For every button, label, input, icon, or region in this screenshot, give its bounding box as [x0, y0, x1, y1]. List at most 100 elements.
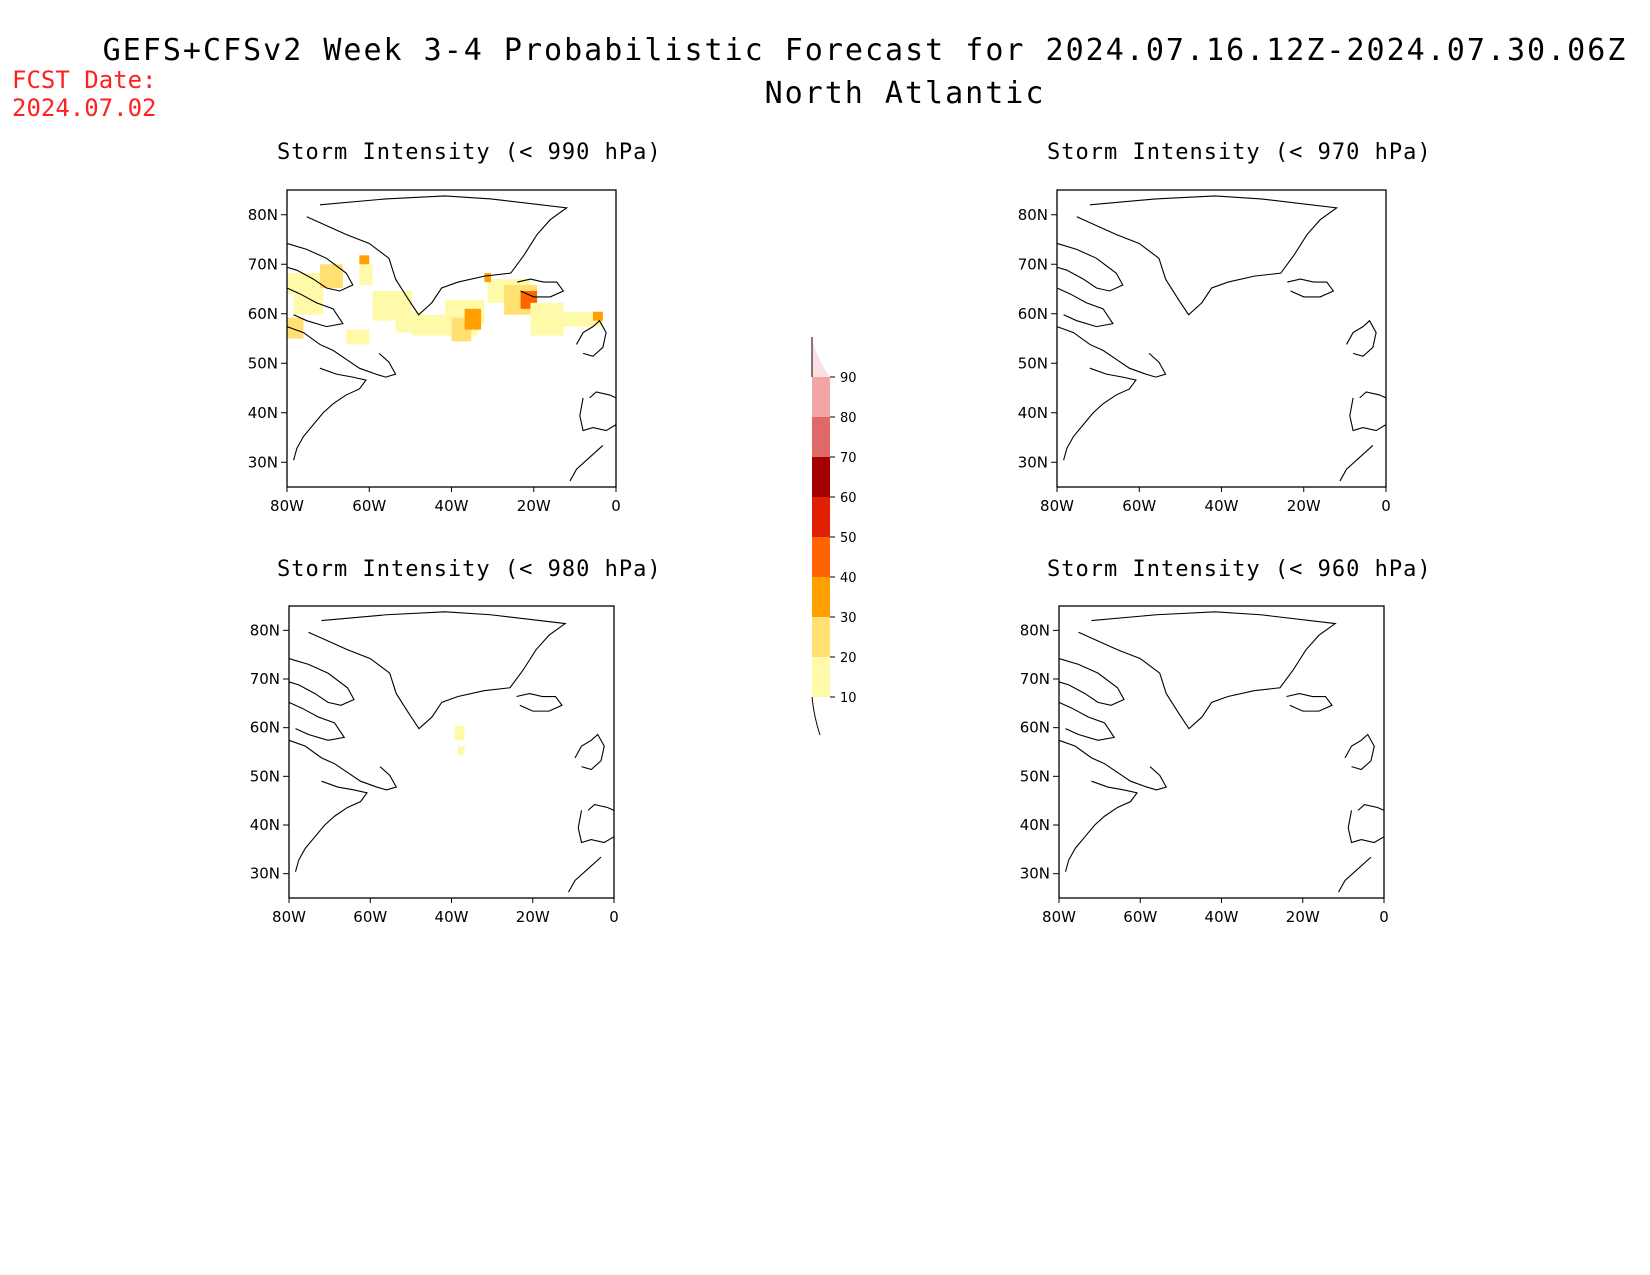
coastline: [1056, 287, 1114, 328]
coastline: [1076, 195, 1339, 316]
colorbar-segment: [812, 377, 830, 417]
lat-tick-label: 80N: [250, 621, 280, 639]
lat-tick-label: 60N: [250, 719, 280, 737]
coastline: [288, 701, 346, 741]
lat-tick-label: 70N: [1020, 670, 1050, 688]
coastline: [589, 391, 617, 399]
colorbar-cap-bottom: [811, 696, 821, 736]
lon-tick-label: 20W: [1287, 497, 1321, 515]
colorbar-segment: [812, 657, 830, 697]
coastline: [1056, 242, 1124, 292]
colorbar-label: 70: [840, 451, 857, 466]
lon-tick-label: 80W: [270, 497, 304, 515]
lon-tick-label: 60W: [1122, 497, 1156, 515]
coastline: [516, 693, 563, 712]
lon-tick-label: 40W: [435, 908, 469, 926]
coastline: [1058, 739, 1168, 791]
probability-cell: [359, 255, 370, 265]
lat-tick-label: 70N: [248, 255, 278, 273]
coastline: [577, 810, 615, 844]
probability-cell: [287, 317, 304, 339]
coastline: [1338, 856, 1372, 893]
lon-tick-label: 80W: [1040, 497, 1074, 515]
coastline: [286, 326, 397, 378]
coastline: [1058, 701, 1116, 741]
coastline: [1359, 391, 1387, 399]
fcst-date-label: FCST Date:: [12, 66, 157, 94]
probability-cell: [287, 273, 324, 294]
coastline: [1349, 397, 1387, 432]
coastline: [308, 611, 567, 730]
main-title: GEFS+CFSv2 Week 3-4 Probabilistic Foreca…: [102, 33, 1628, 68]
lon-tick-label: 60W: [1123, 908, 1157, 926]
coastline: [1344, 733, 1375, 771]
lat-tick-label: 40N: [1020, 816, 1050, 834]
coastline: [568, 856, 602, 893]
colorbar-segment: [812, 537, 830, 577]
colorbar-label: 30: [840, 611, 857, 626]
lat-tick-label: 30N: [1020, 865, 1050, 883]
probability-cell: [592, 311, 603, 321]
colorbar-label: 60: [840, 491, 857, 506]
colorbar-segment: [812, 617, 830, 657]
probability-cell: [458, 746, 465, 755]
lat-tick-label: 40N: [1018, 404, 1048, 422]
colorbar-segment: [812, 497, 830, 537]
coastline: [293, 367, 367, 461]
lat-tick-label: 70N: [1018, 255, 1048, 273]
lat-tick-label: 80N: [248, 206, 278, 224]
coastline: [1056, 326, 1167, 378]
panel-title-980: Storm Intensity (< 980 hPa): [277, 557, 662, 582]
lat-tick-label: 40N: [250, 816, 280, 834]
panel-title-960: Storm Intensity (< 960 hPa): [1047, 557, 1432, 582]
coastline: [1346, 319, 1377, 357]
panel-title-990: Storm Intensity (< 990 hPa): [277, 140, 662, 165]
probability-cell: [346, 329, 370, 345]
lon-tick-label: 80W: [1042, 908, 1076, 926]
lat-tick-label: 50N: [250, 767, 280, 785]
lat-tick-label: 70N: [250, 670, 280, 688]
coastline: [288, 658, 355, 706]
probability-cell: [484, 273, 491, 283]
lon-tick-label: 20W: [516, 908, 550, 926]
lon-tick-label: 20W: [517, 497, 551, 515]
colorbar-label: 80: [840, 411, 857, 426]
lon-tick-label: 0: [611, 497, 621, 515]
probability-cell: [454, 725, 465, 741]
lat-tick-label: 50N: [1020, 767, 1050, 785]
region-subtitle: North Atlantic: [764, 76, 1046, 111]
coastline: [1063, 367, 1137, 461]
colorbar-label: 50: [840, 531, 857, 546]
colorbar-cap-top: [812, 337, 830, 377]
fcst-date-value: 2024.07.02: [12, 94, 157, 122]
lon-tick-label: 60W: [353, 908, 387, 926]
probability-cell: [530, 302, 564, 336]
coastline: [1078, 611, 1337, 730]
lon-tick-label: 60W: [352, 497, 386, 515]
coastline: [1347, 810, 1385, 844]
coastline: [579, 397, 617, 432]
panel-title-970: Storm Intensity (< 970 hPa): [1047, 140, 1432, 165]
coastline: [306, 195, 569, 316]
lon-tick-label: 0: [1381, 497, 1391, 515]
colorbar-label: 20: [840, 651, 857, 666]
lat-tick-label: 60N: [248, 305, 278, 323]
coastline: [294, 780, 368, 872]
colorbar-label: 40: [840, 571, 857, 586]
lat-tick-label: 30N: [1018, 453, 1048, 471]
lon-tick-label: 40W: [435, 497, 469, 515]
lat-tick-label: 80N: [1018, 206, 1048, 224]
lat-tick-label: 50N: [1018, 354, 1048, 372]
lat-tick-label: 30N: [248, 453, 278, 471]
lon-tick-label: 0: [1379, 908, 1389, 926]
lon-tick-label: 80W: [272, 908, 306, 926]
colorbar-segment: [812, 457, 830, 497]
coastline: [1058, 658, 1125, 706]
lat-tick-label: 60N: [1020, 719, 1050, 737]
coastline: [288, 739, 398, 791]
lat-tick-label: 60N: [1018, 305, 1048, 323]
